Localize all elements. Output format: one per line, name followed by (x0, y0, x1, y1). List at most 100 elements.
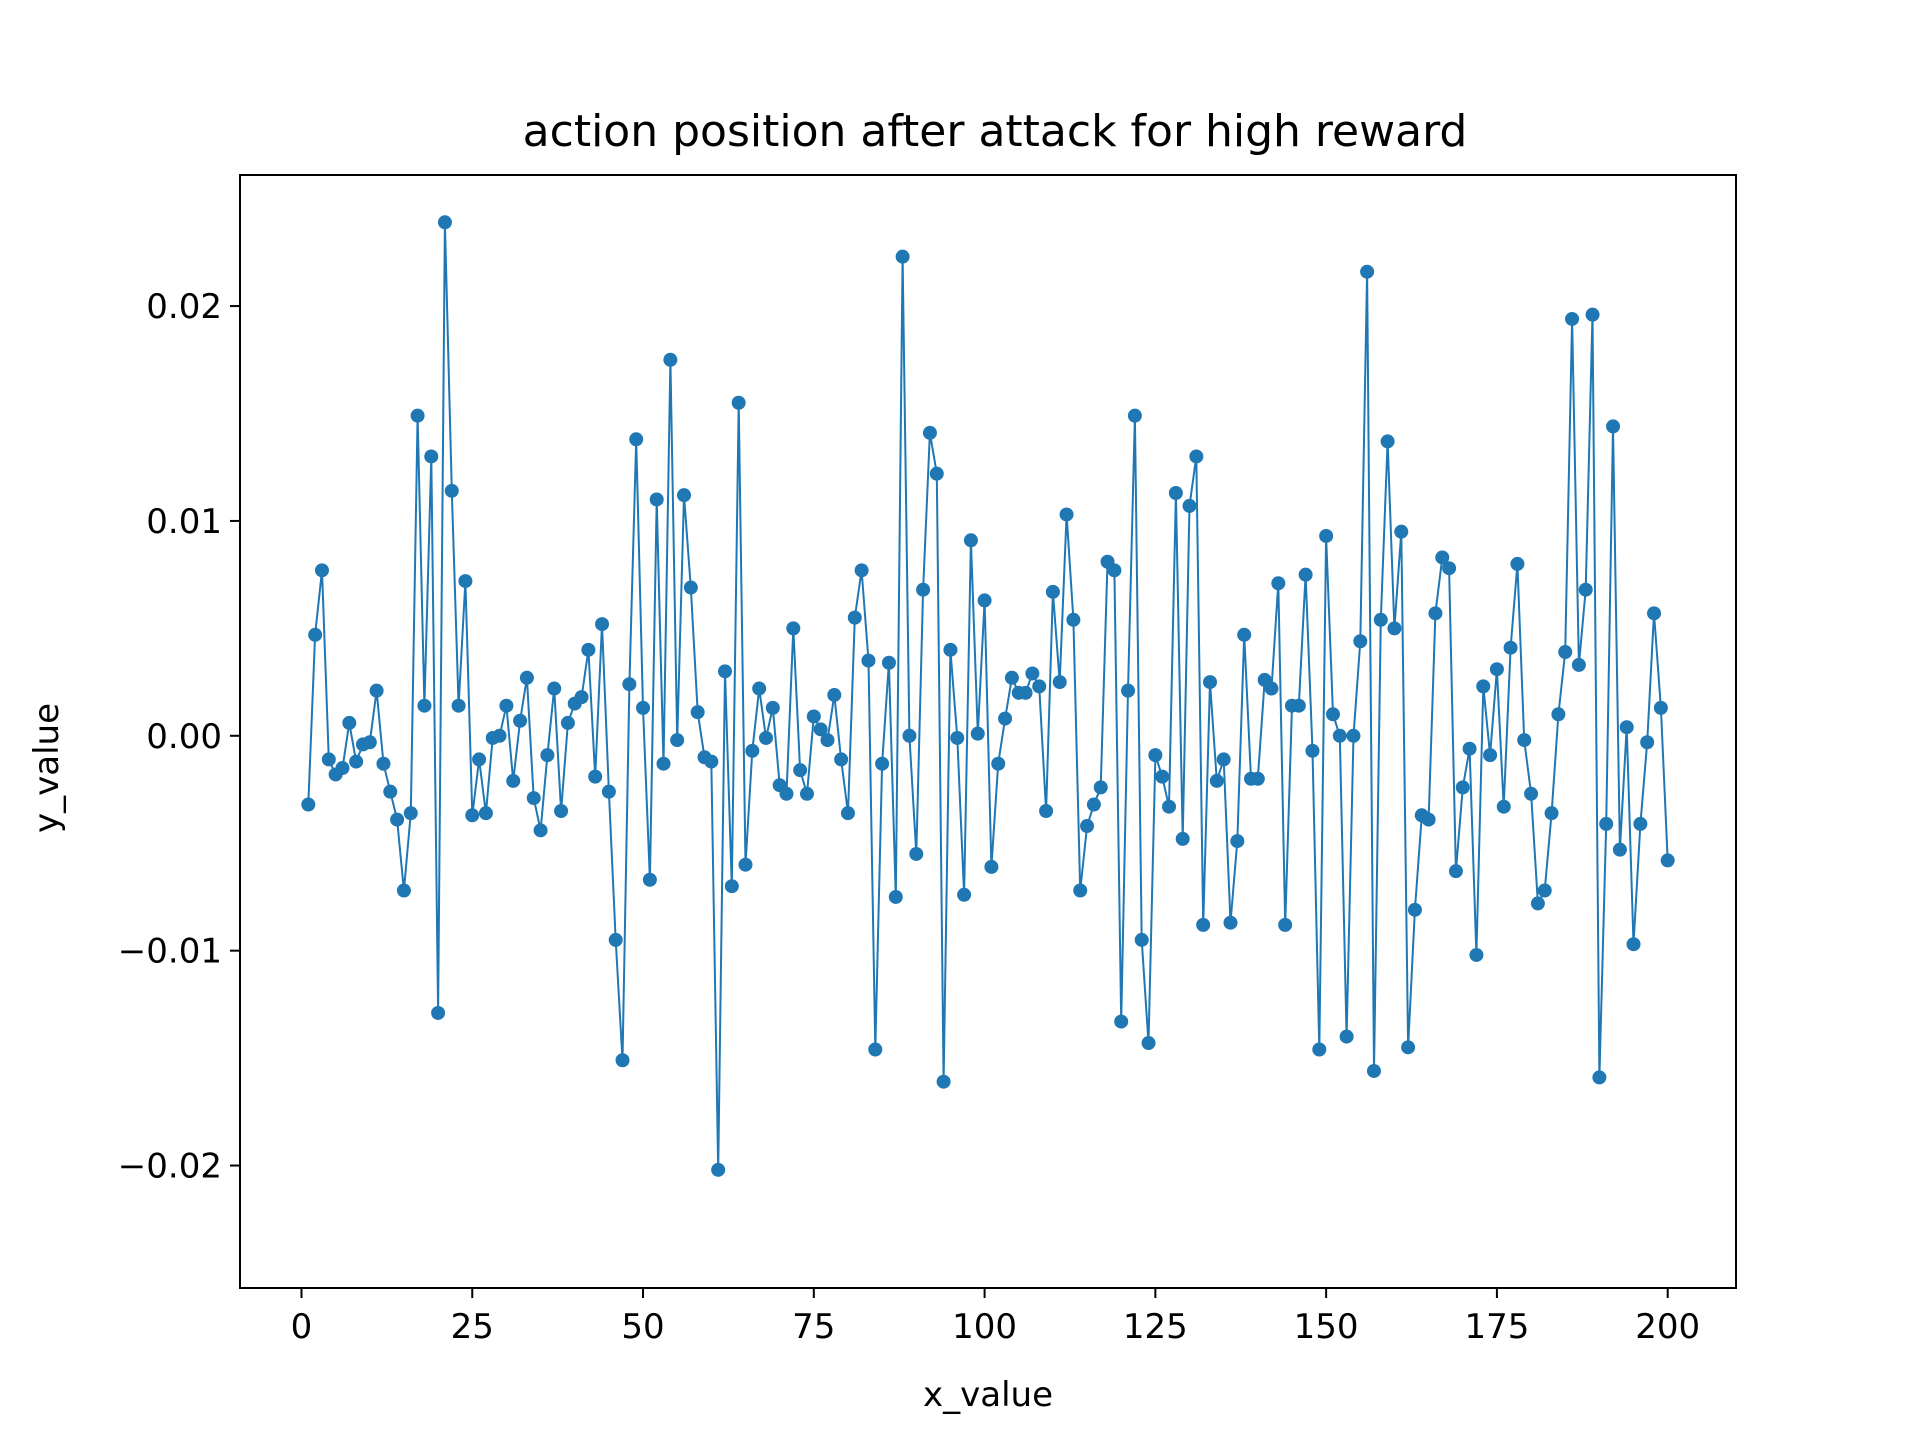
data-point (513, 713, 528, 728)
data-point (1216, 752, 1231, 767)
data-point (1373, 612, 1388, 627)
data-point (1578, 582, 1593, 597)
data-point (752, 681, 767, 696)
data-point (977, 593, 992, 608)
data-point (690, 705, 705, 720)
data-point (437, 215, 452, 230)
data-point (1537, 883, 1552, 898)
data-point (1483, 748, 1498, 763)
data-point (499, 698, 514, 713)
data-point (1271, 576, 1286, 591)
data-point (362, 735, 377, 750)
data-point (922, 425, 937, 440)
data-point (909, 846, 924, 861)
x-tick-label: 125 (1123, 1307, 1188, 1347)
data-point (1175, 831, 1190, 846)
data-point (1250, 771, 1265, 786)
data-point (765, 700, 780, 715)
data-point (793, 763, 808, 778)
data-point (1339, 1029, 1354, 1044)
data-point (588, 769, 603, 784)
data-point (1380, 434, 1395, 449)
data-point (1039, 804, 1054, 818)
y-tick-label: 0.02 (146, 287, 222, 327)
data-point (813, 722, 828, 737)
plot-frame (239, 174, 1737, 1289)
data-point (403, 806, 418, 821)
data-point (1134, 932, 1149, 947)
data-point (1360, 264, 1375, 279)
x-tick-label: 0 (291, 1307, 313, 1347)
data-point (786, 621, 801, 636)
data-point (1401, 1040, 1416, 1055)
data-point (506, 773, 521, 788)
data-point (540, 748, 555, 763)
y-axis: −0.02 −0.01 0.00 0.01 0.02 (118, 287, 240, 1187)
data-point (663, 352, 678, 367)
data-point (738, 857, 753, 872)
data-point (615, 1053, 630, 1068)
data-point (963, 533, 978, 548)
data-point (902, 728, 917, 743)
data-point (1462, 741, 1477, 756)
data-point (1530, 896, 1545, 911)
x-tick-label: 175 (1464, 1307, 1529, 1347)
data-point (1489, 662, 1504, 677)
data-point (1093, 780, 1108, 795)
data-point (424, 449, 439, 464)
data-point (1114, 1014, 1129, 1029)
data-point (1585, 307, 1600, 322)
data-point (547, 681, 562, 696)
data-point (1353, 634, 1368, 649)
x-axis: 0 25 50 75 100 125 150 175 200 (291, 1288, 1700, 1347)
data-point (840, 806, 855, 821)
data-point (465, 808, 480, 823)
data-point (342, 715, 357, 730)
data-point (492, 728, 507, 743)
data-point (1004, 670, 1019, 685)
data-point (936, 1074, 951, 1089)
data-point (670, 733, 685, 748)
data-point (1291, 698, 1306, 713)
data-point (1168, 486, 1183, 500)
data-point (895, 249, 910, 264)
data-point (1653, 700, 1668, 715)
data-point (1606, 419, 1621, 434)
data-point (1264, 681, 1279, 696)
data-point (560, 715, 575, 730)
data-point (1571, 657, 1586, 672)
data-point (998, 711, 1013, 726)
data-point (595, 617, 610, 632)
data-point (1503, 640, 1518, 655)
data-point (622, 677, 637, 692)
data-point (984, 859, 999, 874)
chart-title: action position after attack for high re… (523, 106, 1468, 157)
data-point (1346, 728, 1361, 743)
data-point (642, 872, 657, 887)
data-point (1319, 528, 1334, 543)
data-point (1332, 728, 1347, 743)
data-point (526, 791, 541, 806)
data-point (820, 733, 835, 748)
data-point (314, 563, 329, 578)
data-point (875, 756, 890, 771)
data-point (451, 698, 466, 713)
data-point (1476, 679, 1491, 694)
data-point (916, 582, 931, 597)
data-point (724, 879, 739, 894)
data-point (1278, 917, 1293, 932)
data-point (1455, 780, 1470, 795)
data-point (417, 698, 432, 713)
x-tick-label: 200 (1635, 1307, 1700, 1347)
x-tick-label: 50 (621, 1307, 664, 1347)
data-point (1448, 864, 1463, 879)
data-point (1162, 799, 1177, 814)
data-point (1551, 707, 1566, 722)
data-point (478, 806, 493, 821)
data-point (629, 432, 644, 447)
data-point (519, 670, 534, 685)
data-point (943, 642, 958, 657)
data-point (704, 754, 719, 769)
data-point (718, 664, 733, 679)
